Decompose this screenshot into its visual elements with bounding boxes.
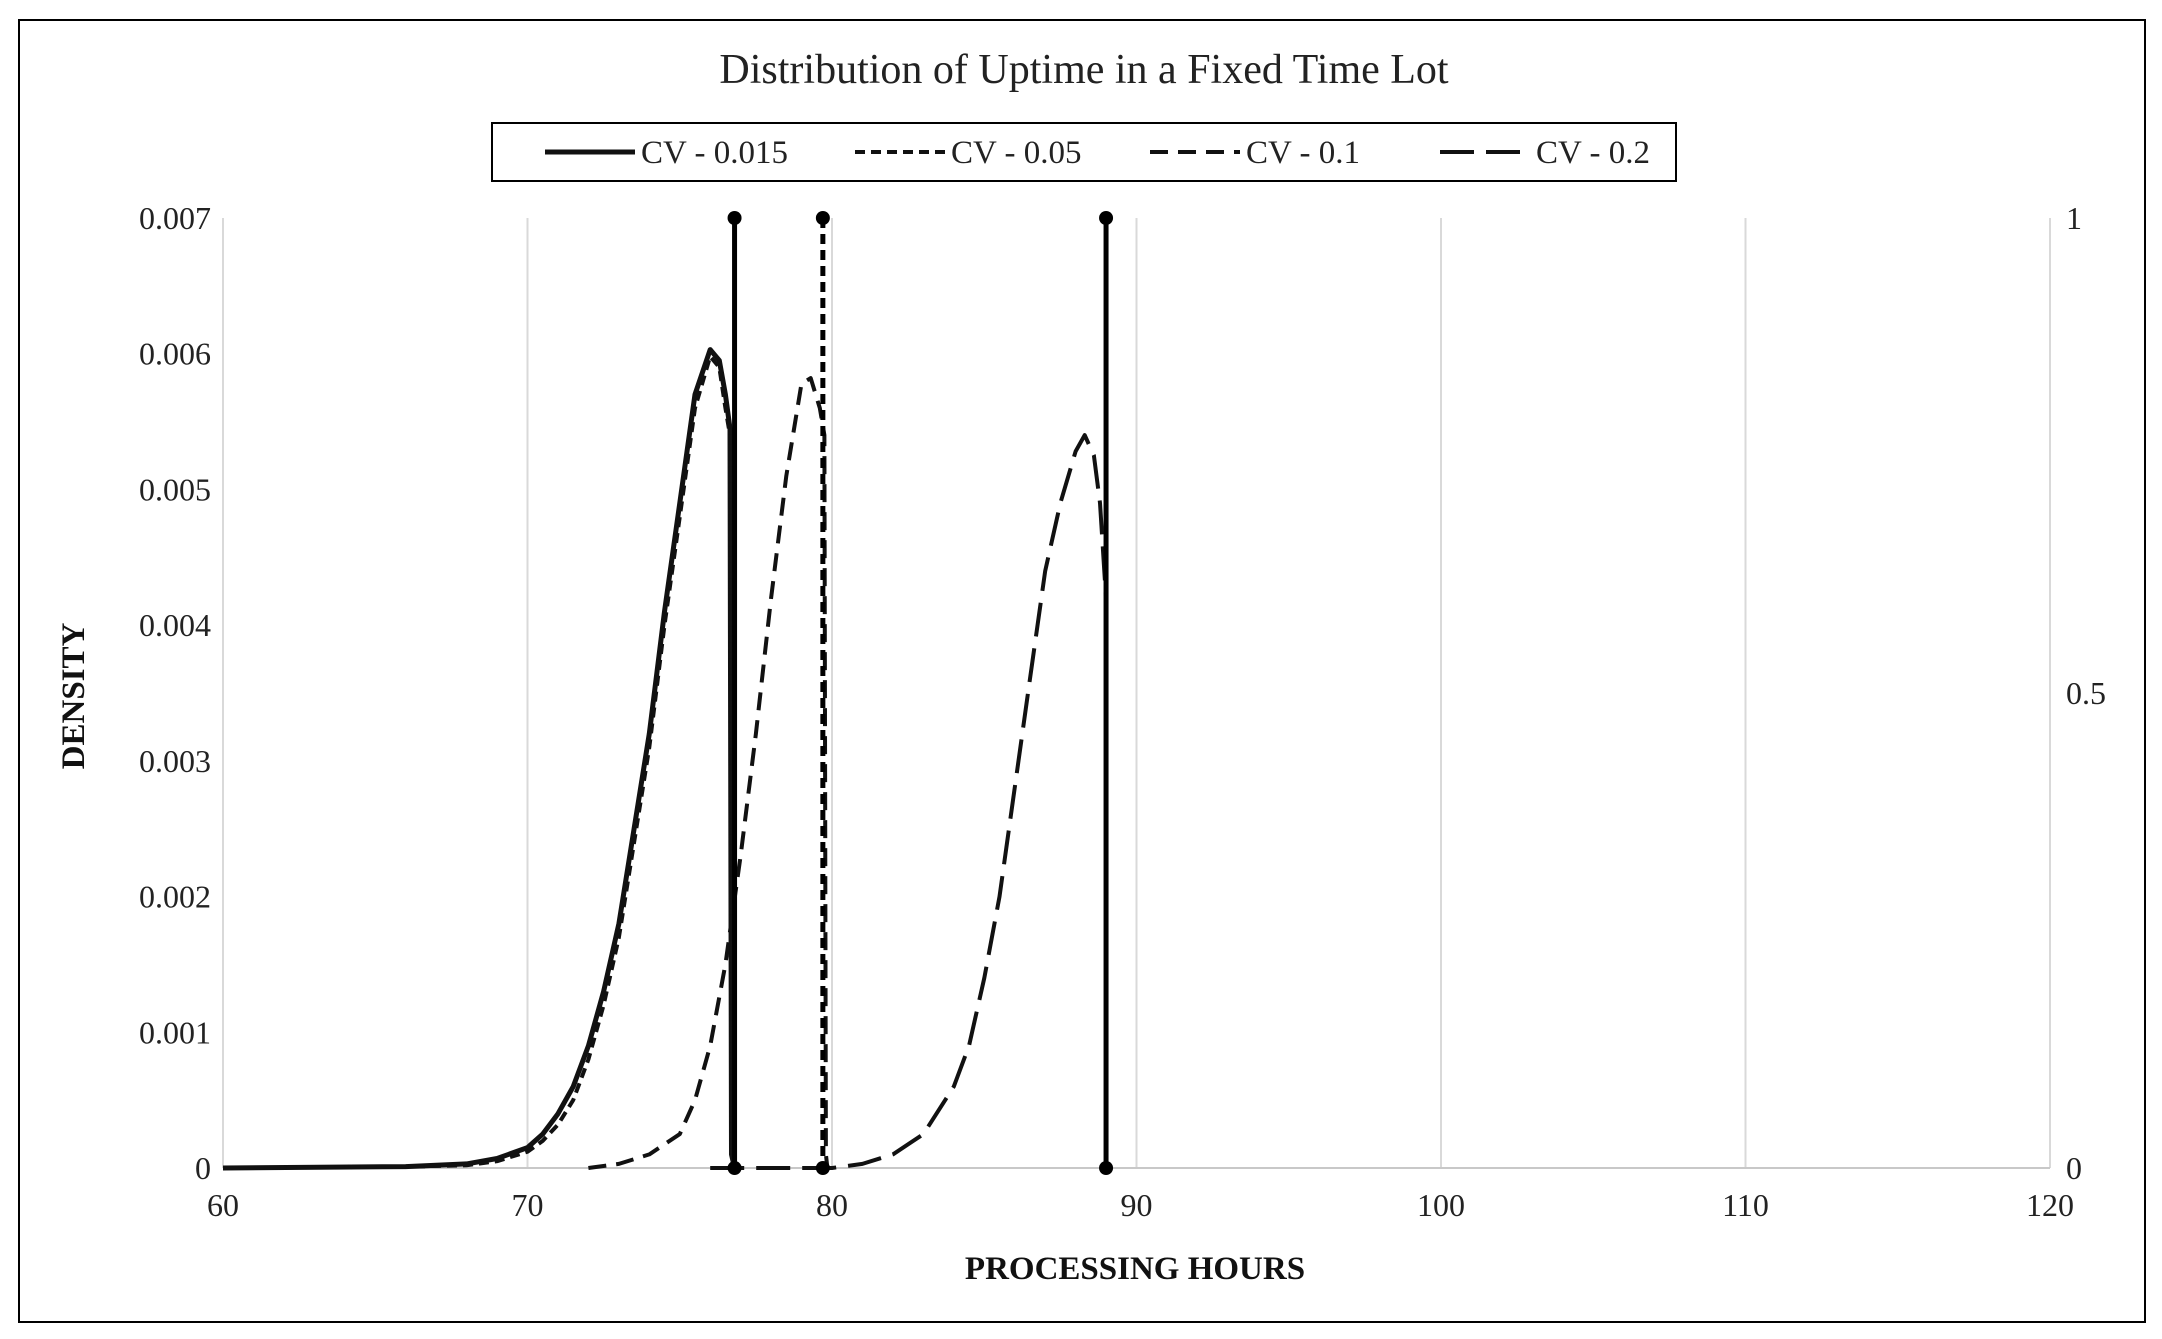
- legend: CV - 0.015 CV - 0.05 CV - 0.1 CV - 0.2: [545, 135, 1650, 171]
- cutoff-marker-bottom-1: [727, 1161, 742, 1175]
- chart-title: Distribution of Uptime in a Fixed Time L…: [719, 47, 1449, 93]
- series-group: [222, 347, 1108, 1171]
- axis-ticks: 60 70 80 90 100 110 12000.0010.0020.0030.0040.…: [139, 200, 2106, 1223]
- cutoff-marker-bottom-4: [1099, 1161, 1114, 1175]
- x-tick-label-110: 110: [1722, 1187, 1769, 1223]
- y-tick-label-0.002: 0.002: [139, 879, 211, 915]
- y-tick-label-0.004: 0.004: [139, 607, 211, 643]
- y-tick-label-0.005: 0.005: [139, 471, 211, 507]
- legend-label-3: CV - 0.1: [1246, 135, 1360, 171]
- legend-label-1: CV - 0.015: [641, 135, 788, 171]
- y-tick-label-0: 0: [195, 1150, 211, 1186]
- y-axis-title: DENSITY: [56, 622, 92, 769]
- cutoff-marker-top-1: [727, 211, 742, 225]
- series-line-3: [588, 376, 830, 1170]
- x-tick-label-100: 100: [1417, 1187, 1465, 1223]
- y2-tick-label-0: 0: [2066, 1150, 2082, 1186]
- legend-label-4: CV - 0.2: [1536, 135, 1650, 171]
- y-tick-label-0.006: 0.006: [139, 336, 211, 372]
- series-line-2: [222, 354, 737, 1170]
- legend-box: [491, 122, 1677, 182]
- x-tick-label-60: 60: [207, 1187, 239, 1223]
- x-tick-label-90: 90: [1121, 1187, 1153, 1223]
- x-tick-label-80: 80: [816, 1187, 848, 1223]
- y-tick-label-0.001: 0.001: [139, 1014, 211, 1050]
- x-tick-label-120: 120: [2026, 1187, 2074, 1223]
- cutoff-lines: [727, 211, 1114, 1175]
- cutoff-marker-top-3: [815, 211, 830, 225]
- x-axis-title: PROCESSING HOURS: [965, 1251, 1305, 1287]
- chart-plot-svg: Distribution of Uptime in a Fixed Time L…: [56, 47, 2106, 1287]
- grid: [222, 218, 2051, 1169]
- y-tick-label-0.007: 0.007: [139, 200, 211, 236]
- y2-tick-label-0.5: 0.5: [2066, 675, 2106, 711]
- legend-label-2: CV - 0.05: [951, 135, 1082, 171]
- y2-tick-label-1: 1: [2066, 200, 2082, 236]
- chart-frame: Distribution of Uptime in a Fixed Time L…: [18, 19, 2146, 1323]
- y-tick-label-0.003: 0.003: [139, 743, 211, 779]
- x-tick-label-70: 70: [512, 1187, 544, 1223]
- cutoff-marker-top-4: [1099, 211, 1114, 225]
- series-line-1: [222, 347, 738, 1171]
- cutoff-marker-bottom-3: [815, 1161, 830, 1175]
- series-line-4: [710, 433, 1108, 1170]
